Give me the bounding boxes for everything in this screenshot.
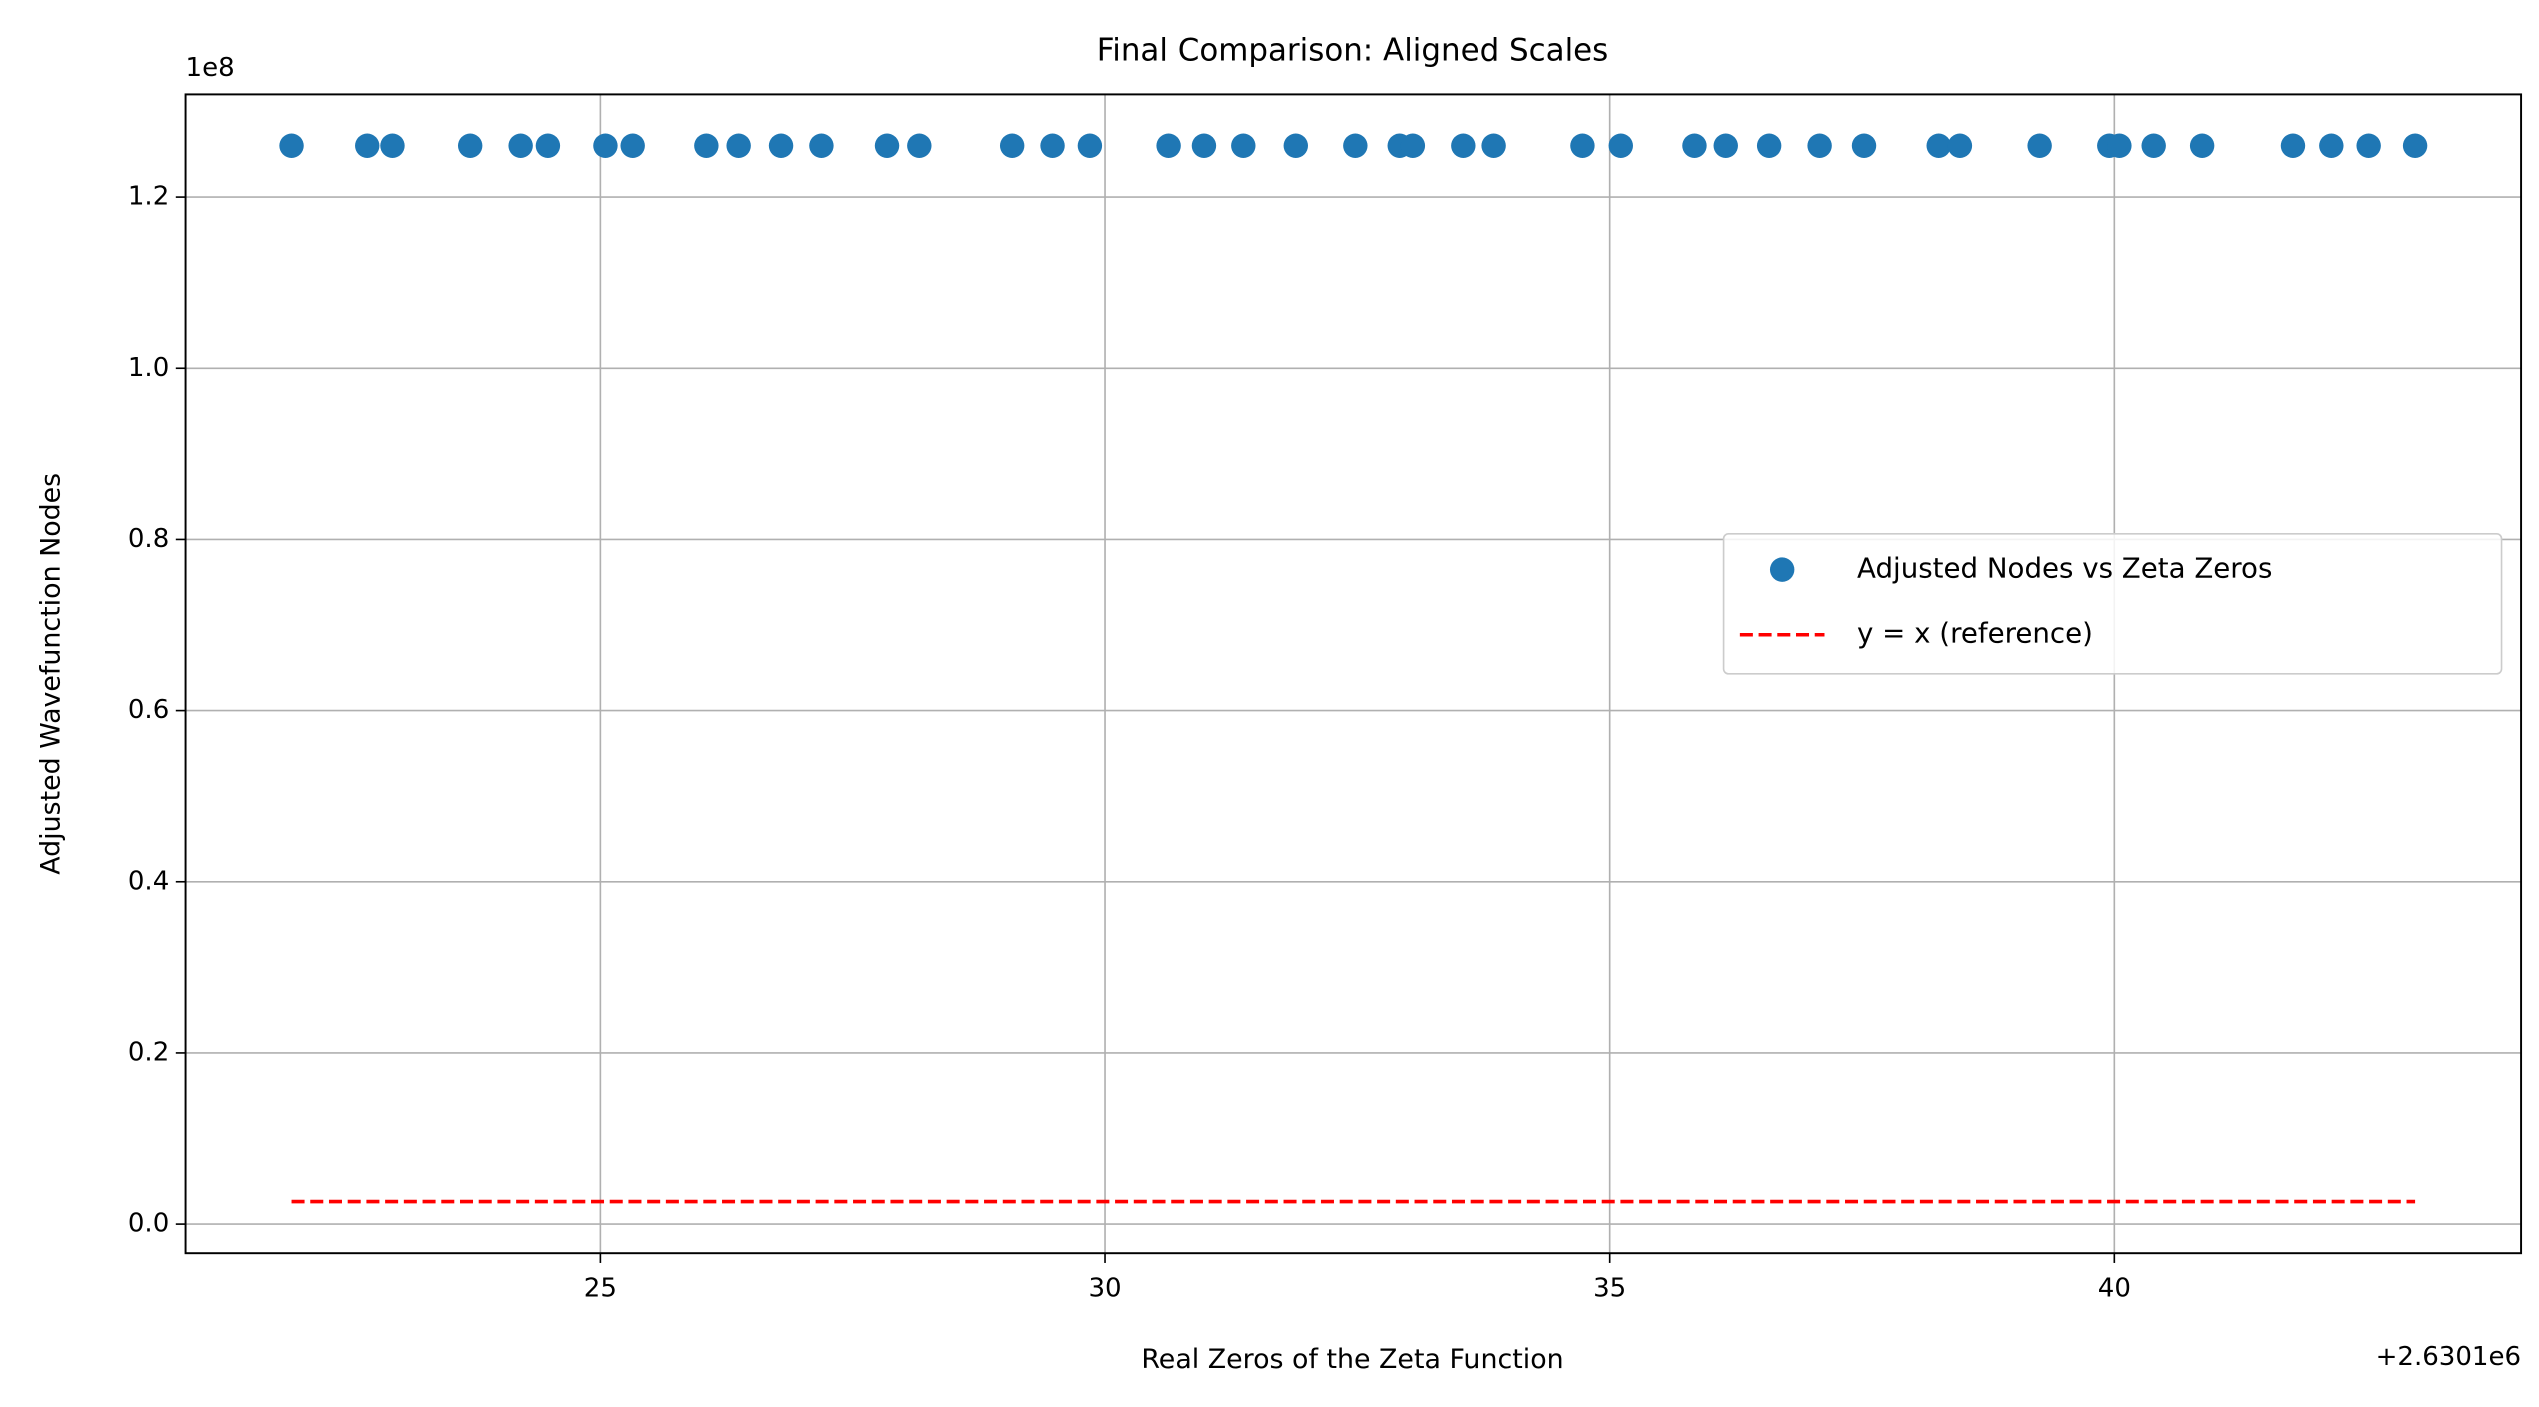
y-tick-label: 0.8: [128, 524, 169, 554]
scatter-point: [1608, 133, 1633, 158]
scatter-point: [999, 133, 1025, 158]
scatter-point: [535, 133, 561, 158]
scatter-point: [1343, 133, 1368, 158]
y-tick-label: 0.6: [128, 695, 169, 725]
scatter-point: [2141, 133, 2166, 158]
scatter-point: [1481, 133, 1506, 158]
scatter-point: [1851, 133, 1877, 158]
scatter-point: [2356, 133, 2381, 158]
legend-marker: [1769, 557, 1795, 582]
y-tick-label: 1.0: [128, 353, 169, 383]
scatter-point: [508, 133, 533, 158]
scatter-point: [907, 133, 932, 158]
x-tick-label: 25: [584, 1274, 617, 1304]
scatter-point: [809, 133, 834, 158]
x-tick-label: 35: [1593, 1274, 1626, 1304]
scatter-point: [1231, 133, 1256, 158]
y-tick-label: 0.0: [128, 1209, 169, 1239]
scatter-point: [620, 133, 645, 158]
scatter-point: [874, 133, 900, 158]
legend-label: y = x (reference): [1857, 617, 2093, 650]
scatter-point: [726, 133, 751, 158]
legend-box: [1722, 533, 2503, 675]
scatter-point: [2402, 133, 2428, 158]
scatter-point: [2280, 133, 2306, 158]
scatter-point: [1191, 133, 1217, 158]
scatter-point: [1570, 133, 1595, 158]
scatter-point: [593, 133, 618, 158]
x-tick-label: 30: [1088, 1274, 1121, 1304]
scatter-point: [1682, 133, 1707, 158]
scatter-point: [2319, 133, 2344, 158]
scatter-point: [2027, 133, 2052, 158]
x-offset-text: +2.6301e6: [2376, 1342, 2521, 1372]
scatter-point: [1156, 133, 1181, 158]
y-offset-text: 1e8: [186, 53, 235, 83]
scatter-point: [355, 133, 380, 158]
scatter-point: [1077, 133, 1103, 158]
scatter-point: [1040, 133, 1065, 158]
scatter-point: [1283, 133, 1308, 158]
scatter-point: [694, 133, 719, 158]
scatter-point: [1400, 133, 1426, 158]
scatter-point: [1947, 133, 1973, 158]
scatter-point: [1756, 133, 1782, 158]
chart-title: Final Comparison: Aligned Scales: [1097, 33, 1609, 69]
scatter-point: [1807, 133, 1832, 158]
scatter-point: [457, 133, 483, 158]
legend-label: Adjusted Nodes vs Zeta Zeros: [1857, 552, 2272, 585]
x-axis-label: Real Zeros of the Zeta Function: [1141, 1344, 1563, 1375]
scatter-point: [279, 133, 304, 158]
scatter-point: [1451, 133, 1476, 158]
scatter-point: [1713, 133, 1738, 158]
plot-frame: [184, 93, 2523, 1255]
y-tick-label: 0.4: [128, 866, 169, 896]
scatter-point: [1926, 133, 1951, 158]
y-tick-label: 0.2: [128, 1037, 169, 1067]
y-axis-label: Adjusted Wavefunction Nodes: [36, 473, 67, 875]
y-tick-label: 1.2: [128, 182, 169, 212]
scatter-point: [2107, 133, 2132, 158]
scatter-point: [768, 133, 794, 158]
x-tick-label: 40: [2098, 1274, 2131, 1304]
scatter-point: [380, 133, 405, 158]
scatter-point: [2189, 133, 2215, 158]
